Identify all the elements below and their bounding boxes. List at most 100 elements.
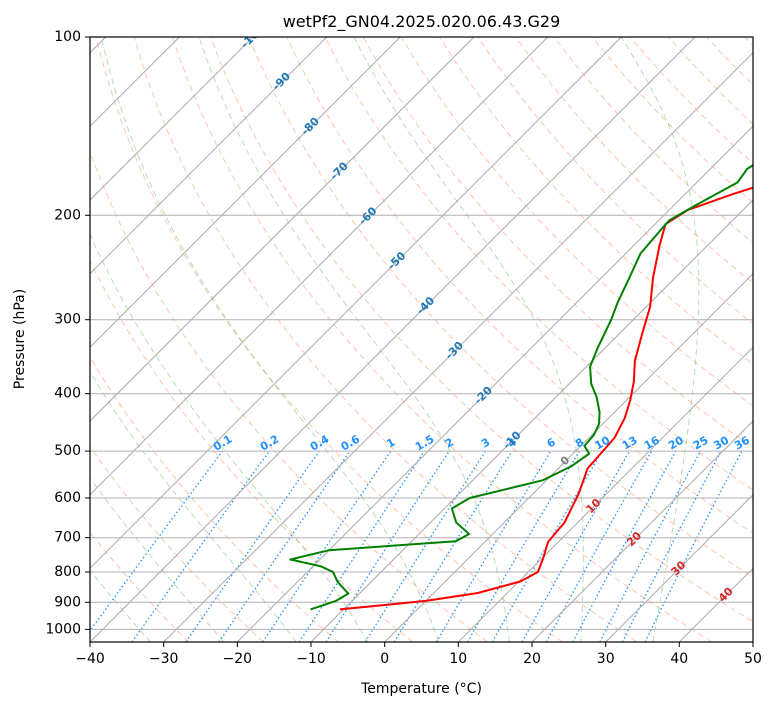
- dry-adiabat: [90, 531, 190, 642]
- dry-adiabat: [90, 150, 488, 642]
- x-tick-label: 10: [449, 651, 467, 667]
- mixing-ratio-line: [644, 450, 743, 642]
- mixing-ratio-label: 0.1: [211, 433, 234, 454]
- dry-adiabat: [90, 356, 339, 642]
- y-tick-label: 800: [54, 564, 81, 580]
- dry-adiabat: [171, 37, 712, 642]
- isotherm: [310, 199, 753, 642]
- dry-adiabat: [95, 37, 563, 642]
- x-tick-label: 30: [597, 651, 615, 667]
- plot-frame: [89, 36, 754, 643]
- isotherm: [90, 37, 549, 496]
- mixing-ratio-label: 3: [479, 436, 492, 451]
- temperature-profile: [339, 186, 753, 611]
- x-tick-label: 50: [744, 651, 762, 667]
- isotherm: [90, 37, 696, 642]
- y-tick-label: 100: [54, 29, 81, 45]
- y-tick-label: 200: [54, 207, 81, 223]
- isotherm-lines: [90, 37, 753, 642]
- mixing-ratio-label: 36: [732, 433, 752, 452]
- mixing-ratio-label: 25: [691, 434, 711, 453]
- moist-adiabats: [90, 37, 700, 642]
- mixing-ratio-line: [435, 450, 552, 642]
- isotherm: [531, 420, 753, 642]
- isotherm: [90, 37, 622, 570]
- moist-adiabat: [90, 232, 369, 642]
- dry-adiabat: [591, 37, 753, 204]
- mixing-ratio-line: [298, 450, 425, 642]
- mixing-ratio-label: 13: [620, 434, 640, 453]
- mixing-ratio-label: 0.2: [258, 433, 281, 454]
- chart-title: wetPf2_GN04.2025.020.06.43.G29: [283, 12, 561, 32]
- y-axis-label: Pressure (hPa): [12, 289, 28, 389]
- y-tick-label: 1000: [45, 621, 81, 637]
- mixing-ratio-line: [545, 450, 653, 642]
- dry-adiabats: [90, 37, 753, 642]
- dry-adiabat: [248, 37, 753, 578]
- dry-adiabat: [90, 445, 264, 642]
- dry-adiabat: [210, 37, 753, 623]
- dewpoint-profile: [289, 164, 753, 611]
- dry-adiabat: [515, 37, 753, 284]
- isotherm: [384, 272, 753, 642]
- dry-adiabat: [706, 37, 753, 86]
- x-tick-label: −10: [296, 651, 326, 667]
- x-tick-label: −30: [149, 651, 179, 667]
- x-axis: −40 −30 −20 −10 0 10 20 30 40 50: [75, 642, 762, 667]
- isotherm-label: -90: [270, 70, 293, 93]
- dry-adiabat: [668, 37, 753, 125]
- mixing-ratio-label: 6: [545, 435, 558, 450]
- dry-adiabat: [744, 37, 753, 47]
- dry-adiabat: [90, 259, 414, 642]
- y-tick-label: 900: [54, 594, 81, 610]
- x-tick-label: −20: [223, 651, 253, 667]
- mixing-ratio-label: 10: [592, 433, 612, 452]
- isotherm: [90, 37, 254, 201]
- mixing-ratio-line: [262, 450, 392, 642]
- mixing-ratio-label: 20: [666, 433, 686, 452]
- mixing-ratio-lines: [90, 450, 743, 642]
- moist-adiabat: [620, 37, 700, 642]
- dry-adiabat: [553, 37, 753, 244]
- mixing-ratio-line: [131, 450, 270, 642]
- mixing-ratio-label: 2: [443, 436, 456, 451]
- y-tick-label: 500: [54, 443, 81, 459]
- dry-adiabat: [324, 37, 753, 491]
- mixing-ratio-line: [218, 450, 351, 642]
- mixing-ratio-line: [90, 450, 223, 632]
- isotherm: [457, 346, 753, 642]
- moist-adiabat: [198, 37, 510, 642]
- isotherm: [752, 641, 753, 642]
- isotherm: [236, 125, 753, 642]
- profiles: [289, 164, 753, 611]
- y-tick-label: 600: [54, 490, 81, 506]
- mixing-ratio-label: 30: [711, 433, 731, 452]
- mixing-ratio-label: 16: [642, 433, 662, 452]
- y-axis: 100 200 300 400 500 600 700 800 900 1000: [45, 29, 90, 637]
- mixing-ratio-label: 1.5: [413, 433, 436, 454]
- mixing-ratio-line: [599, 450, 702, 642]
- line-labels: 0.1 0.2 0.4 0.6 1 1.5 2 3 4 6 8 10 13 16 20 25 30 36-100-…: [211, 37, 752, 605]
- mixing-ratio-line: [572, 450, 677, 642]
- mixing-ratio-line: [466, 450, 580, 642]
- x-tick-label: 20: [523, 651, 541, 667]
- x-tick-label: 40: [670, 651, 688, 667]
- moist-adiabat: [90, 569, 151, 642]
- mixing-ratio-label: 0.6: [339, 432, 363, 453]
- isotherm: [90, 37, 475, 422]
- dry-adiabat: [286, 37, 753, 534]
- dry-adiabat: [477, 37, 753, 325]
- y-tick-label: 400: [54, 386, 81, 402]
- dry-adiabat: [133, 37, 638, 642]
- mixing-ratio-line: [325, 450, 450, 642]
- isotherm: [678, 567, 753, 642]
- moist-adiabat: [90, 476, 225, 642]
- moist-adiabat: [90, 370, 297, 642]
- moist-adiabat: [100, 37, 439, 642]
- mixing-ratio-label: 1: [384, 436, 397, 451]
- x-axis-label: Temperature (°C): [360, 681, 482, 697]
- isotherm: [163, 51, 753, 642]
- mixing-ratio-line: [185, 450, 320, 642]
- y-tick-label: 300: [54, 312, 81, 328]
